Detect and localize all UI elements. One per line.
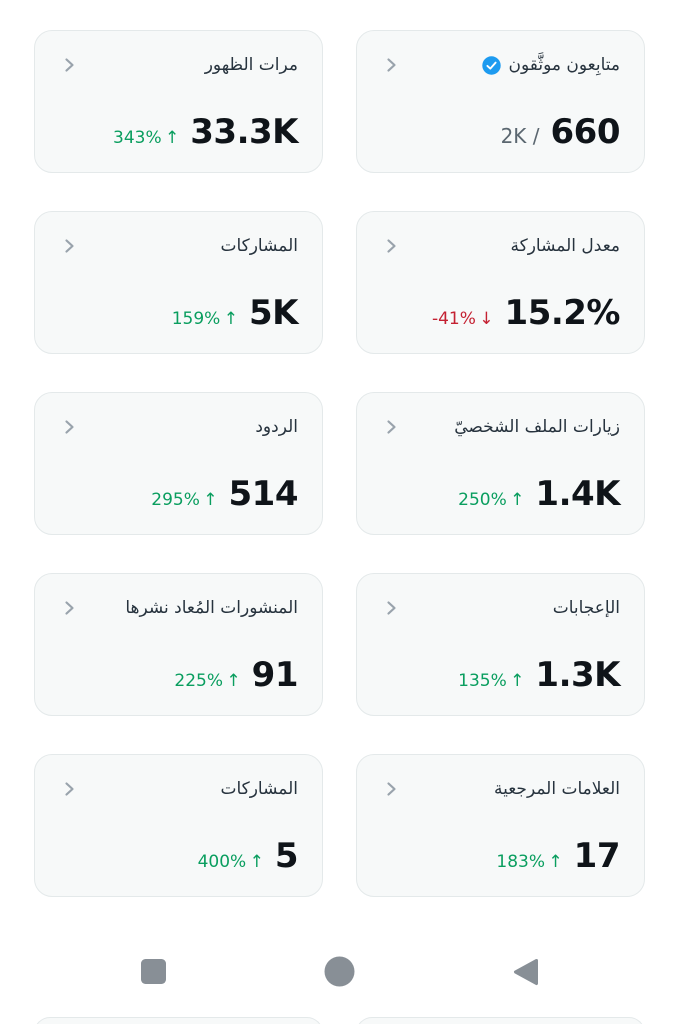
- stat-card-title: الإعجابات: [552, 598, 620, 618]
- stat-card[interactable]: متابِعون موثَّقون 660 2K /: [356, 30, 645, 173]
- recent-apps-button[interactable]: [122, 941, 186, 1005]
- stat-card-title-group: زيارات الملف الشخصيّ: [454, 417, 620, 437]
- stat-value: 15.2%: [504, 293, 621, 333]
- stat-card[interactable]: المنشورات المُعاد نشرها 91 225% ↑: [34, 573, 323, 716]
- stat-card-header: العلامات المرجعية: [381, 779, 620, 799]
- stat-card[interactable]: المشاركات 5K 159% ↑: [34, 211, 323, 354]
- chevron-right-icon: [381, 417, 401, 437]
- stat-value: 33.3K: [190, 112, 298, 152]
- stat-card-title-group: المشاركات: [220, 236, 298, 256]
- stat-card-title: مرات الظهور: [204, 55, 298, 75]
- stat-card-header: مرات الظهور: [59, 55, 298, 75]
- stat-change: 135% ↑: [458, 671, 525, 691]
- stat-value-row: 5K 159% ↑: [59, 293, 299, 333]
- stat-change: 183% ↑: [496, 852, 563, 872]
- stat-change: 250% ↑: [458, 490, 525, 510]
- stat-value-row: 1.4K 250% ↑: [381, 474, 620, 514]
- stats-grid: متابِعون موثَّقون 660 2K /: [34, 30, 645, 897]
- stat-change: 400% ↑: [197, 852, 264, 872]
- circle-icon: [324, 956, 355, 990]
- stat-card-header: المنشورات المُعاد نشرها: [59, 598, 298, 618]
- stat-card[interactable]: مرات الظهور 33.3K 343% ↑: [34, 30, 323, 173]
- chevron-right-icon: [381, 598, 401, 618]
- stat-card[interactable]: معدل المشاركة 15.2% -41% ↓: [356, 211, 645, 354]
- chevron-right-icon: [59, 55, 79, 75]
- stat-card-header: الردود: [59, 417, 298, 437]
- stat-value: 5: [274, 836, 299, 876]
- stat-value-row: 17 183% ↑: [381, 836, 620, 876]
- chevron-right-icon: [59, 598, 79, 618]
- stat-card-title-group: العلامات المرجعية: [494, 779, 620, 799]
- square-icon: [140, 958, 167, 988]
- stat-value: 17: [573, 836, 621, 876]
- stat-value: 91: [251, 655, 299, 695]
- stat-card[interactable]: زيارات الملف الشخصيّ 1.4K 250% ↑: [356, 392, 645, 535]
- stat-value: 1.4K: [535, 474, 620, 514]
- stat-card-title: معدل المشاركة: [510, 236, 620, 256]
- chevron-right-icon: [59, 779, 79, 799]
- stat-card[interactable]: العلامات المرجعية 17 183% ↑: [356, 754, 645, 897]
- stat-value-row: 91 225% ↑: [59, 655, 298, 695]
- android-navigation-bar: [0, 937, 679, 1009]
- stat-value-row: 15.2% -41% ↓: [381, 293, 621, 333]
- stat-value: 1.3K: [535, 655, 620, 695]
- stat-value-row: 1.3K 135% ↑: [381, 655, 620, 695]
- stat-value-row: 514 295% ↑: [59, 474, 298, 514]
- stat-card-header: متابِعون موثَّقون: [381, 55, 620, 75]
- stat-card[interactable]: [34, 1017, 323, 1024]
- stat-change: -41% ↓: [431, 309, 494, 329]
- stat-change: 343% ↑: [113, 128, 180, 148]
- stat-card-title: متابِعون موثَّقون: [508, 55, 620, 75]
- stat-card-header: معدل المشاركة: [381, 236, 620, 256]
- chevron-right-icon: [381, 779, 401, 799]
- stat-card-title-group: المنشورات المُعاد نشرها: [125, 598, 298, 618]
- stat-card-title-group: متابِعون موثَّقون: [482, 55, 620, 75]
- stat-card-title-group: مرات الظهور: [205, 55, 298, 75]
- verified-badge-icon: [482, 55, 502, 75]
- stat-change: 295% ↑: [151, 490, 218, 510]
- stat-change: 225% ↑: [174, 671, 241, 691]
- stat-card-title-group: الإعجابات: [553, 598, 620, 618]
- stat-card[interactable]: الإعجابات 1.3K 135% ↑: [356, 573, 645, 716]
- stat-card-title: الردود: [255, 417, 298, 437]
- stat-card[interactable]: المشاركات 5 400% ↑: [34, 754, 323, 897]
- back-button[interactable]: [493, 941, 557, 1005]
- stat-card-title-group: معدل المشاركة: [511, 236, 620, 256]
- stat-card-title: زيارات الملف الشخصيّ: [454, 417, 620, 437]
- stat-card-title: العلامات المرجعية: [493, 779, 620, 799]
- triangle-left-icon: [511, 957, 539, 990]
- stat-card-title-group: الردود: [255, 417, 298, 437]
- stat-card-header: زيارات الملف الشخصيّ: [381, 417, 620, 437]
- stat-value-row: 660 2K /: [381, 112, 621, 152]
- stat-value-row: 5 400% ↑: [59, 836, 299, 876]
- stat-value: 514: [228, 474, 299, 514]
- stat-card[interactable]: الردود 514 295% ↑: [34, 392, 323, 535]
- chevron-right-icon: [381, 55, 401, 75]
- stat-card[interactable]: [356, 1017, 645, 1024]
- stat-card-title: المنشورات المُعاد نشرها: [125, 598, 298, 618]
- stat-value: 5K: [248, 293, 299, 333]
- stat-card-title: المشاركات: [220, 236, 298, 256]
- stat-value: 660: [550, 112, 621, 152]
- stat-card-title-group: المشاركات: [220, 779, 298, 799]
- chevron-right-icon: [59, 236, 79, 256]
- stat-value-row: 33.3K 343% ↑: [59, 112, 298, 152]
- stat-card-header: المشاركات: [59, 236, 298, 256]
- stat-card-header: الإعجابات: [381, 598, 620, 618]
- chevron-right-icon: [381, 236, 401, 256]
- next-cards-peek: [0, 1017, 679, 1024]
- chevron-right-icon: [59, 417, 79, 437]
- stat-card-title: المشاركات: [220, 779, 298, 799]
- stat-total-prefix: 2K /: [500, 124, 540, 148]
- home-button[interactable]: [308, 941, 372, 1005]
- stat-change: 159% ↑: [171, 309, 238, 329]
- stat-card-header: المشاركات: [59, 779, 298, 799]
